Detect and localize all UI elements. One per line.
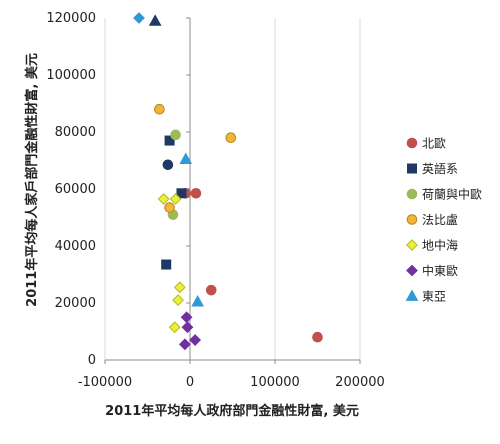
data-point [148,14,162,26]
legend-item: 法比盧 [406,213,458,227]
y-tick-label: 40000 [55,239,96,254]
legend-marker [405,289,419,301]
data-point [168,321,181,334]
data-point [190,187,202,199]
data-point [191,295,204,307]
y-tick-label: 0 [88,353,96,368]
series-group [157,193,186,334]
data-points [133,12,323,351]
legend-marker [407,163,417,174]
legend-marker [406,137,418,149]
data-point [161,259,172,270]
x-tick-label: 200000 [335,375,385,390]
series-group [154,103,237,213]
data-point [157,193,170,205]
gridlines [104,18,361,360]
legend-marker [406,188,418,200]
x-tick-label: -100000 [78,375,132,390]
data-point [133,12,145,24]
data-point [162,159,174,171]
legend-label: 荷蘭與中歐 [422,187,482,202]
legend-label: 法比盧 [422,213,458,227]
tick-labels: 0 20000 40000 60000 80000 100000 120000 -100000… [46,11,384,390]
data-point [312,331,323,343]
legend-item: 東亞 [405,289,446,304]
legend-label: 地中海 [422,238,458,253]
y-tick-label: 80000 [55,125,96,140]
legend-marker [406,239,418,251]
series-group [179,152,204,307]
legend-item: 中東歐 [406,263,458,278]
y-tick-label: 100000 [46,68,96,83]
y-tick-label: 20000 [55,296,96,311]
data-point [169,193,182,205]
legend-label: 中東歐 [422,263,458,278]
series-group [178,311,202,351]
data-point [170,129,181,141]
data-point [181,321,194,334]
series-group [161,135,187,270]
data-point [176,188,187,199]
data-point [225,132,237,143]
legend-item: 英語系 [407,161,458,176]
axes [104,17,361,364]
x-tick-label: 100000 [250,375,300,390]
legend-label: 北歐 [422,136,446,151]
data-point [164,202,175,213]
y-tick-label: 60000 [55,182,96,197]
legend-marker [406,214,418,225]
legend-item: 北歐 [406,136,446,151]
x-tick-label: 0 [186,375,194,390]
legend-label: 東亞 [422,290,446,304]
data-point [154,103,165,115]
data-point [189,334,202,346]
y-tick-label: 120000 [46,11,96,26]
data-point [179,152,193,164]
legend-item: 荷蘭與中歐 [406,187,482,202]
data-point [172,294,185,307]
legend-marker [406,264,418,277]
data-point [205,284,217,296]
legend-label: 英語系 [422,161,458,176]
legend-item: 地中海 [406,238,458,253]
y-axis-title: 2011年平均每人家戶部門金融性財富, 美元 [24,53,40,307]
data-point [173,281,186,294]
data-point [178,338,191,351]
data-point [164,135,175,146]
series-group [180,187,323,343]
x-axis-title: 2011年平均每人政府部門金融性財富, 美元 [105,403,359,419]
